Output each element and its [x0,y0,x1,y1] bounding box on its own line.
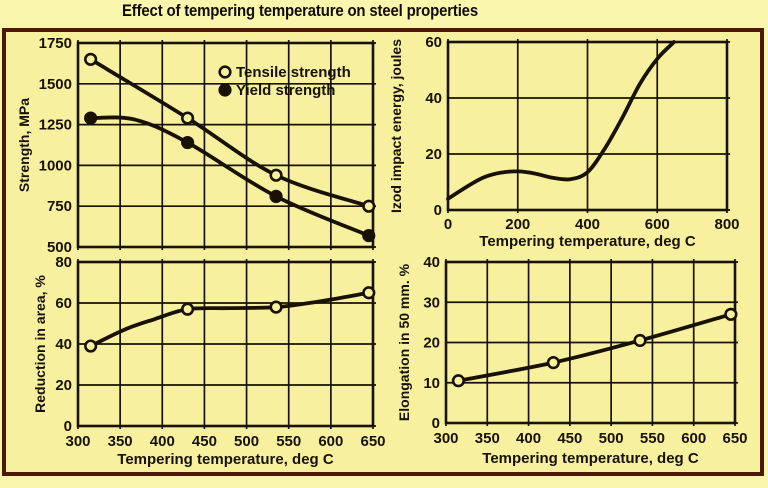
x-tick-label: 0 [444,216,452,233]
legend-marker-filled-circle [218,83,232,97]
data-point-filled-circle [269,189,283,204]
x-tick-label: 300 [433,430,458,447]
data-point-filled-circle [84,111,98,125]
chart-elongation: 0 10 20 30 40 300 350 400 450 500 550 600 650 Elongat… [396,254,748,467]
data-point-open-circle [362,199,376,213]
x-tick-label: 500 [599,430,624,447]
figure-panel [2,28,764,476]
y-tick-label: 1250 [39,117,72,134]
data-point-open-circle [633,333,647,348]
data-point-open-circle [180,111,195,125]
y-tick-label: 750 [47,198,72,215]
x-tick-label: 600 [681,430,706,447]
x-tick-label: 350 [108,433,133,450]
x-tick-label: 550 [276,433,301,450]
series-line-tensile-strength [88,57,371,209]
data-point-open-circle [451,374,465,388]
x-tick-label: 300 [65,433,90,450]
x-tick-label: 450 [557,430,582,447]
y-tick-label: 40 [423,254,440,271]
y-tick-label: 0 [64,418,72,435]
series-line-izod-impact-energy [446,40,676,201]
y-axis-title: Strength, MPa [16,98,32,192]
x-tick-label: 450 [192,433,217,450]
x-tick-label: 650 [722,430,747,447]
legend-label: Tensile strength [236,64,351,81]
series-line-yield-strength [88,115,371,238]
x-axis-title: Tempering temperature, deg C [479,233,696,250]
plot-border [76,260,375,428]
y-tick-label: 60 [425,34,442,51]
x-tick-label: 500 [234,433,259,450]
data-point-open-circle [84,339,98,353]
x-tick-label: 200 [505,216,530,233]
y-tick-label: 500 [47,239,72,256]
y-axis-title: Reduction in area, % [32,275,48,413]
y-tick-label: 20 [425,146,442,163]
y-tick-label: 10 [423,375,440,392]
y-tick-label: 40 [425,90,442,107]
x-tick-label: 600 [318,433,343,450]
chart-reduction: 0 20 40 60 80 300 350 400 450 500 550 600 650 Reducti… [32,254,386,468]
x-tick-label: 400 [575,216,600,233]
y-tick-label: 60 [55,295,72,312]
x-tick-label: 650 [360,433,385,450]
y-tick-label: 80 [55,254,72,271]
data-point-open-circle [724,307,738,321]
grid [77,259,376,429]
data-point-open-circle [180,302,195,316]
figure-title: Effect of tempering temperature on steel… [122,1,478,20]
x-tick-label: 550 [640,430,665,447]
data-point-open-circle [362,286,376,300]
plot-border [444,260,737,425]
data-point-open-circle [269,168,283,182]
series-line-elongation [456,312,733,383]
data-point-open-circle [269,300,283,314]
x-tick-label: 350 [475,430,500,447]
y-tick-label: 1500 [39,76,72,93]
series-line-reduction-in-area [88,290,371,348]
legend-label: Yield strength [236,82,335,99]
data-point-filled-circle [362,228,376,243]
y-axis-title: Elongation in 50 mm. % [396,263,412,421]
data-point-open-circle [546,356,560,370]
y-tick-label: 0 [434,202,442,219]
y-tick-label: 30 [423,294,440,311]
grid [447,39,730,213]
y-tick-label: 0 [432,415,440,432]
y-tick-label: 20 [55,377,72,394]
plot-border [76,41,375,249]
y-axis-title: Izod impact energy, joules [388,39,404,213]
y-tick-label: 1750 [39,35,72,52]
x-tick-label: 600 [645,216,670,233]
y-tick-label: 1000 [39,157,72,174]
x-axis-title: Tempering temperature, deg C [482,450,699,467]
plot-border [446,40,729,212]
x-tick-label: 400 [150,433,175,450]
y-tick-label: 40 [55,336,72,353]
data-point-open-circle [84,52,98,66]
legend-marker-open-circle [218,65,232,79]
x-tick-label: 800 [714,216,739,233]
data-point-filled-circle [180,135,195,150]
chart-strength: 500 750 1000 1250 1500 1750 Strength, MPa Tensi… [16,35,376,256]
x-tick-label: 400 [516,430,541,447]
y-tick-label: 20 [423,335,440,352]
grid [445,259,738,426]
x-axis-title: Tempering temperature, deg C [117,451,334,468]
